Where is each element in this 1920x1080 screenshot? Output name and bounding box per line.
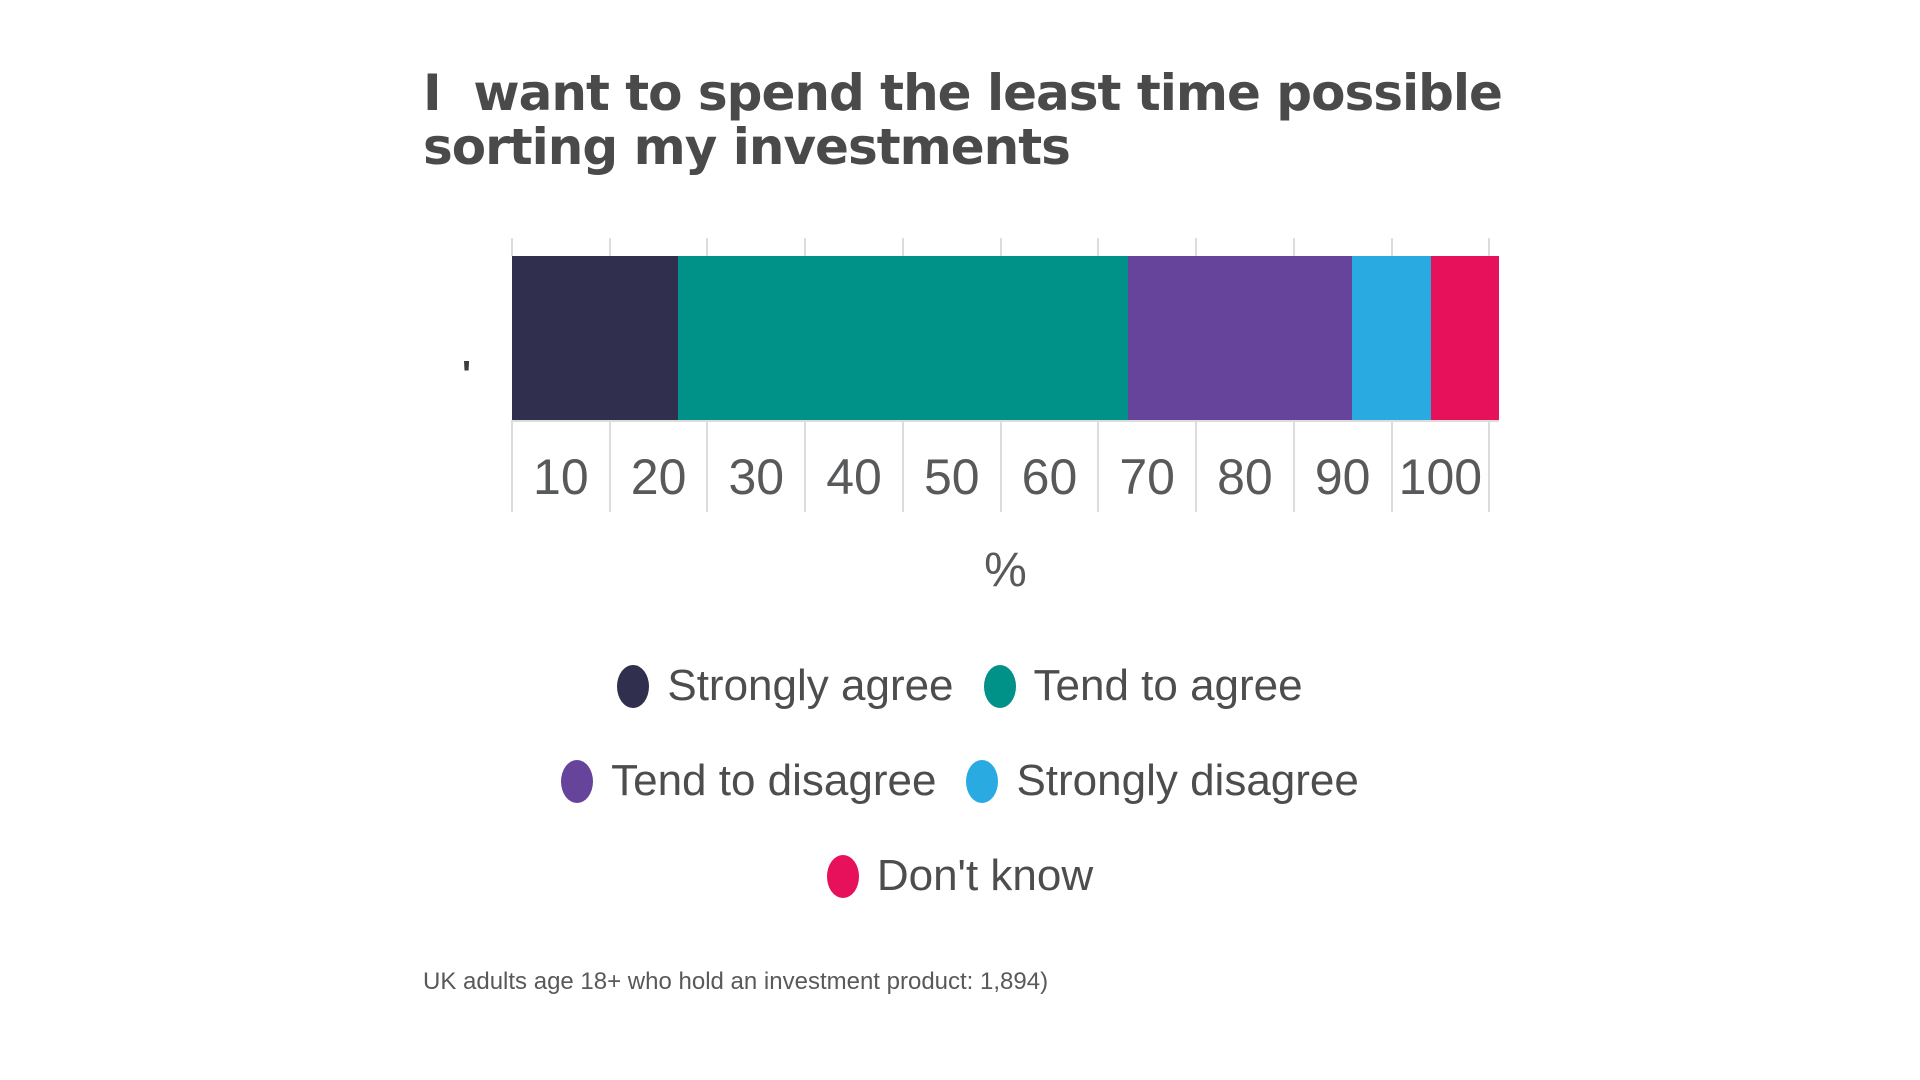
x-tick-label-90: 90 [1314,449,1371,505]
gridline-70 [1195,420,1198,512]
plot-area: 10 20 30 40 50 60 70 80 90 100 [511,238,1499,512]
gridline-100 [1488,238,1491,256]
gridline-0 [511,238,513,256]
x-tick-label-60: 60 [1021,449,1078,505]
x-tick-label-40: 40 [826,449,882,505]
chart-title-line-2: sorting my investments [423,118,1071,176]
bar-segment-don-t-know[interactable] [1430,256,1499,420]
chart-title: I want to spend the least time possible … [423,64,1503,176]
gridline-30 [804,420,807,512]
bottom-gridlines-and-tick-labels: 10 20 30 40 50 60 70 80 90 100 [511,420,1499,512]
legend-item-don-t-know[interactable]: Don't know [826,851,1094,901]
gridline-90 [1390,238,1393,256]
x-tick-label-10: 10 [533,449,589,505]
legend-dot-icon [561,759,594,803]
legend-row-3: Don't know [0,846,1920,906]
legend-dot-icon [617,664,650,708]
bar-segment-tend-to-disagree[interactable] [1127,256,1353,420]
legend-item-label: Tend to agree [1033,661,1303,710]
gridline-70 [1195,238,1198,256]
bar-segment-strongly-disagree[interactable] [1352,256,1431,420]
legend-item-tend-to-agree[interactable]: Tend to agree [983,661,1303,711]
chart-title-line-1: I want to spend the least time possible [423,64,1503,122]
x-tick-label-30: 30 [728,449,785,505]
stacked-bar [512,256,1499,422]
x-axis-label: % [984,544,1027,597]
gridline-50 [999,420,1002,512]
gridline-20 [706,420,709,512]
gridline-40 [901,420,904,512]
top-tick-marks [511,238,1499,256]
gridline-20 [706,238,709,256]
legend-dot-icon [826,854,859,898]
footnote: UK adults age 18+ who hold an investment… [423,968,1049,995]
legend-row-2: Tend to disagree Strongly disagree [0,751,1920,811]
legend-item-label: Strongly disagree [1016,756,1359,805]
gridline-80 [1292,420,1295,512]
gridline-30 [804,238,807,256]
legend-row-1: Strongly agree Tend to agree [0,656,1920,716]
gridline-80 [1292,238,1295,256]
x-tick-label-70: 70 [1119,449,1175,505]
bar-segment-strongly-agree[interactable] [512,256,679,420]
gridline-10 [608,420,611,512]
x-tick-label-80: 80 [1217,449,1273,505]
gridline-40 [901,238,904,256]
gridline-60 [1097,420,1100,512]
x-tick-label-100: 100 [1398,449,1483,505]
legend-item-strongly-agree[interactable]: Strongly agree [617,661,954,711]
y-axis-category-label: ' [462,354,472,396]
x-tick-label-50: 50 [923,449,980,505]
legend-dot-icon [983,664,1016,708]
legend-item-label: Tend to disagree [611,756,937,805]
gridline-0 [511,420,513,512]
gridline-90 [1390,420,1393,512]
legend-item-tend-to-disagree[interactable]: Tend to disagree [561,756,936,806]
legend-item-strongly-disagree[interactable]: Strongly disagree [966,756,1359,806]
legend-dot-icon [966,759,999,803]
gridline-100 [1488,420,1491,512]
legend-item-label: Don't know [876,851,1094,900]
gridline-50 [999,238,1002,256]
gridline-10 [608,238,611,256]
gridline-60 [1097,238,1100,256]
legend: Strongly agree Tend to agree Tend to disag… [0,656,1920,941]
bar-segment-tend-to-agree[interactable] [678,256,1128,420]
legend-item-label: Strongly agree [667,661,954,710]
x-tick-label-20: 20 [630,449,687,505]
